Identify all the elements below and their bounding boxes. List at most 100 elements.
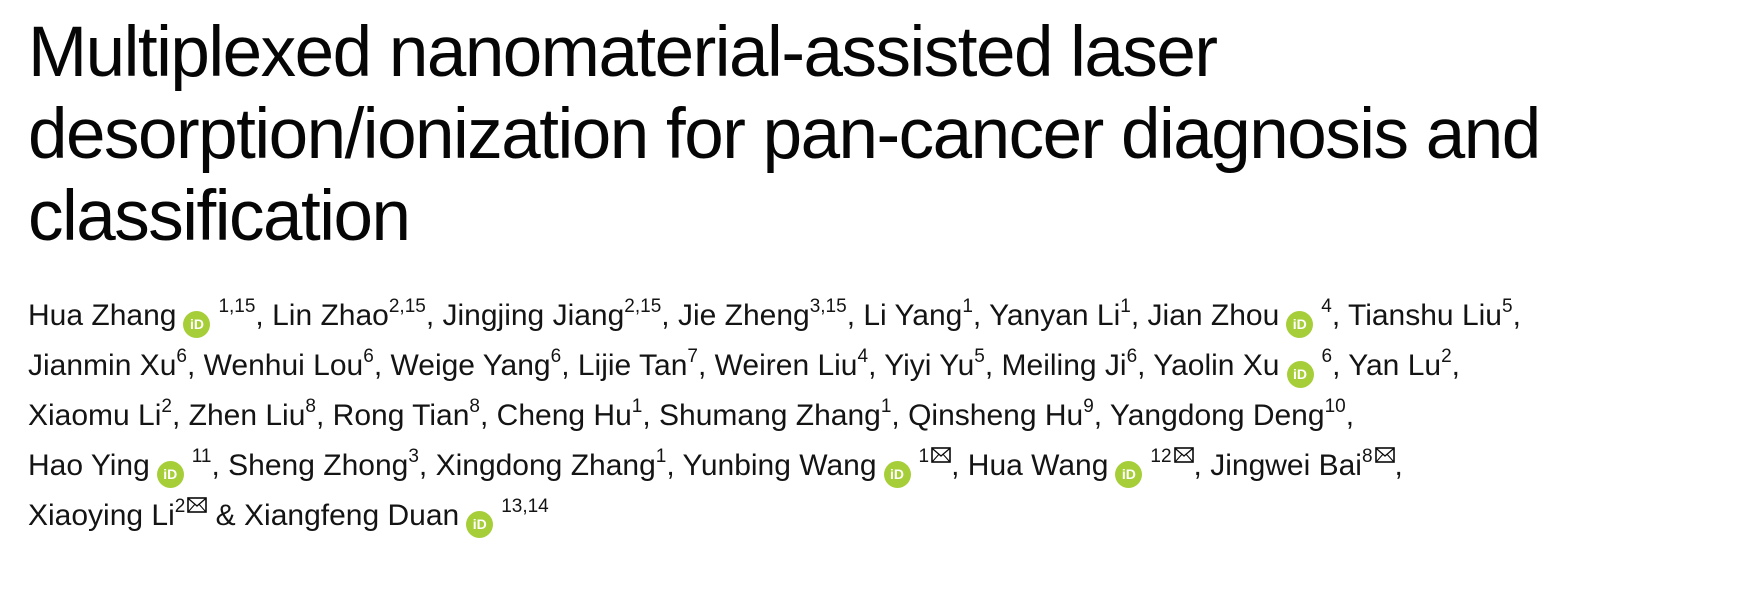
author: Xingdong Zhang1,	[435, 447, 683, 482]
author-affiliation-superscript: 2,15	[624, 296, 662, 317]
author-name: Rong Tian	[332, 399, 470, 432]
author-affiliation-superscript: 3,15	[809, 296, 847, 317]
author-separator: ,	[1093, 399, 1110, 432]
author-name: Shumang Zhang	[659, 399, 881, 432]
author-affiliation-superscript: 7	[687, 346, 698, 367]
author: Hua Wang iD 12,	[967, 446, 1211, 488]
author-name: Wenhui Lou	[203, 349, 364, 382]
orcid-icon[interactable]: iD	[1115, 461, 1143, 488]
email-icon[interactable]	[931, 447, 951, 463]
author-separator: ,	[846, 299, 864, 332]
author-line-3: Xiaomu Li2, Zhen Liu8, Rong Tian 8, Cheng…	[28, 391, 1742, 441]
author: Weige Yang6,	[390, 346, 577, 382]
author-name: Lijie Tan	[577, 349, 688, 382]
title-line-1: Multiplexed nanomaterial-assisted laser	[28, 13, 1218, 92]
author-affiliation-superscript: 1	[880, 396, 892, 417]
author-name: Hua Wang	[967, 449, 1109, 482]
author: Zhen Liu8,	[188, 396, 333, 432]
orcid-icon[interactable]: iD	[1286, 311, 1314, 338]
author-affiliation-superscript: 6	[550, 346, 562, 367]
orcid-icon[interactable]: iD	[183, 311, 211, 338]
author-name: Jie Zheng	[677, 299, 810, 332]
author: Li Yang1,	[863, 296, 989, 332]
email-icon[interactable]	[1374, 447, 1395, 463]
author-affiliation-superscript: 1	[1120, 296, 1131, 317]
orcid-icon[interactable]: iD	[466, 511, 494, 538]
author-name: Xiangfeng Duan	[244, 499, 460, 532]
author-separator: ,	[951, 449, 968, 482]
author-affiliation-superscript: 3	[408, 446, 419, 467]
author-name: Xingdong Zhang	[435, 449, 656, 482]
author: Yan Lu2,	[1348, 347, 1460, 382]
author-name: Zhen Liu	[188, 399, 306, 432]
author: Hua Zhang iD 1,15,	[28, 296, 273, 338]
author-separator: ,	[418, 449, 436, 482]
author-line-4: Hao Ying iD11, Sheng Zhong3, Xingdong Zha…	[28, 441, 1742, 491]
author-affiliation-superscript: 8	[1361, 446, 1373, 467]
author-separator: ,	[1331, 299, 1348, 332]
author: Jie Zheng3,15,	[677, 296, 864, 332]
author-separator: ,	[211, 449, 229, 482]
author-affiliation-superscript: 2	[174, 496, 186, 517]
page-title: Multiplexed nanomaterial-assisted laser …	[28, 12, 1742, 258]
author-name: Li Yang	[863, 299, 963, 332]
author-separator: ,	[697, 349, 715, 382]
author-separator: ,	[666, 449, 683, 482]
author-name: Yiyi Yu	[884, 349, 975, 382]
author-affiliation-superscript: 6	[363, 346, 374, 367]
author-affiliation-superscript: 6	[1126, 346, 1138, 367]
author: Jian Zhou iD 4,	[1148, 297, 1348, 338]
author-name: Yunbing Wang	[682, 449, 877, 482]
author-name: Yaolin Xu	[1153, 349, 1280, 382]
author-separator: ,	[891, 399, 909, 432]
author-separator: ,	[373, 349, 391, 382]
author-affiliation-superscript: 2,15	[388, 296, 426, 317]
author-name: Sheng Zhong	[228, 449, 409, 482]
author-line-5: Xiaoying Li2 & Xiangfeng Duan iD 13,14	[28, 491, 1742, 541]
author-name: Meiling Ji	[1001, 349, 1127, 382]
orcid-icon[interactable]: iD	[156, 461, 184, 488]
orcid-icon[interactable]: iD	[883, 461, 911, 488]
author-affiliation-superscript: 1,15	[218, 296, 256, 317]
author-separator: ,	[1193, 449, 1211, 482]
author-affiliation-superscript: 9	[1083, 396, 1094, 417]
author-affiliation-superscript: 1	[962, 296, 973, 317]
email-icon[interactable]	[187, 497, 208, 513]
author: Yunbing Wang iD 1,	[682, 447, 968, 488]
author-separator: ,	[661, 299, 678, 332]
author-separator: ,	[1345, 399, 1355, 432]
author: Lijie Tan7,	[577, 346, 715, 382]
author-separator: ,	[315, 399, 333, 432]
author-name: Yangdong Deng	[1109, 399, 1325, 432]
author: Wenhui Lou6,	[203, 346, 391, 382]
author-affiliation-superscript: 12	[1150, 446, 1172, 467]
author: Lin Zhao2,15,	[272, 296, 442, 332]
author-separator: ,	[984, 349, 1002, 382]
author-line-2: Jianmin Xu6, Wenhui Lou6, Weige Yang6, L…	[28, 341, 1742, 391]
orcid-icon[interactable]: iD	[1286, 361, 1314, 388]
author: Yaolin Xu iD 6,	[1153, 347, 1348, 388]
author: Xiaomu Li2,	[28, 397, 189, 432]
author: Jianmin Xu6,	[28, 346, 204, 382]
author-separator: ,	[1137, 349, 1154, 382]
author-affiliation-superscript: 5	[974, 346, 985, 367]
author-name: Xiaomu Li	[28, 399, 162, 432]
author-affiliation-superscript: 5	[1501, 296, 1513, 317]
author-separator: ,	[1451, 349, 1460, 382]
author: Cheng Hu1,	[497, 397, 659, 432]
author-affiliation-superscript: 6	[176, 346, 187, 367]
author-separator: ,	[868, 349, 885, 382]
author: Yangdong Deng10,	[1109, 397, 1355, 432]
author-list: Hua Zhang iD1,15, Lin Zhao2,15, Jingjing …	[28, 291, 1742, 541]
author: Sheng Zhong3,	[228, 446, 436, 482]
author-separator: ,	[480, 399, 497, 432]
email-icon[interactable]	[1173, 447, 1194, 463]
author: Yanyan Li1,	[989, 296, 1147, 332]
author: Xiaoying Li2 &	[28, 496, 244, 532]
author: Jingwei Bai8,	[1210, 446, 1403, 482]
author-affiliation-superscript: 11	[191, 446, 212, 467]
author-name: Jingwei Bai	[1210, 449, 1362, 482]
author-affiliation-superscript: 8	[305, 396, 316, 417]
author-separator: ,	[255, 299, 273, 332]
